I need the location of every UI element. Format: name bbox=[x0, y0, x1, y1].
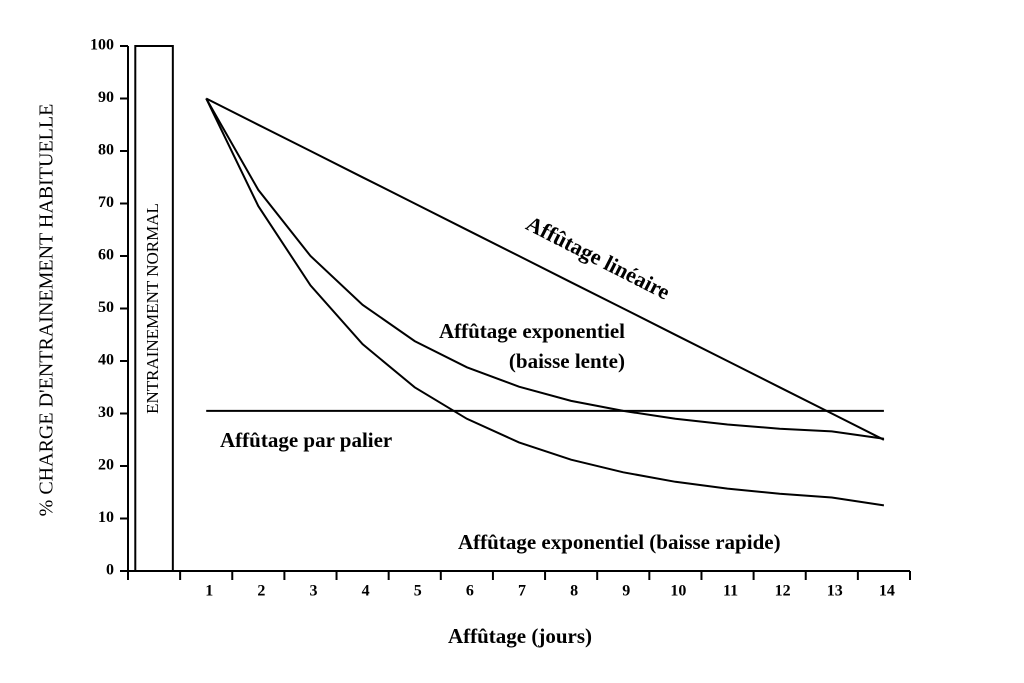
x-axis-title: Affûtage (jours) bbox=[448, 624, 592, 648]
x-tick-label: 1 bbox=[205, 583, 213, 600]
x-tick-label: 12 bbox=[775, 583, 791, 600]
series-label: Affûtage exponentiel (baisse rapide) bbox=[458, 530, 781, 554]
y-tick-label: 0 bbox=[106, 562, 114, 579]
series-label: Affûtage par palier bbox=[220, 428, 393, 452]
series-label: Affûtage exponentiel (baisse lente) bbox=[438, 319, 625, 373]
x-tick-label: 5 bbox=[414, 583, 422, 600]
line bbox=[205, 98, 885, 440]
bar-label: ENTRAINEMENT NORMAL bbox=[143, 203, 162, 414]
x-tick-label: 8 bbox=[570, 583, 578, 600]
x-tick-label: 14 bbox=[879, 583, 895, 600]
x-tick-label: 11 bbox=[723, 583, 738, 600]
line bbox=[205, 98, 885, 507]
y-axis-title: % CHARGE D'ENTRAINEMENT HABITUELLE bbox=[36, 104, 58, 517]
line bbox=[205, 97, 885, 441]
x-tick-label: 6 bbox=[466, 583, 474, 600]
y-tick-label: 10 bbox=[98, 509, 114, 526]
y-tick-label: 40 bbox=[98, 352, 114, 369]
y-tick-label: 60 bbox=[98, 247, 114, 264]
y-tick-label: 30 bbox=[98, 404, 114, 421]
x-tick-label: 9 bbox=[622, 583, 630, 600]
y-tick-label: 50 bbox=[98, 299, 114, 316]
x-tick-label: 10 bbox=[670, 583, 686, 600]
x-tick-label: 7 bbox=[518, 583, 526, 600]
y-tick-label: 20 bbox=[98, 457, 114, 474]
x-tick-label: 4 bbox=[362, 583, 370, 600]
y-tick-label: 100 bbox=[90, 37, 114, 54]
x-tick-label: 3 bbox=[309, 583, 317, 600]
x-tick-label: 2 bbox=[257, 583, 265, 600]
y-tick-label: 80 bbox=[98, 142, 114, 159]
bar bbox=[134, 45, 174, 572]
y-tick-label: 90 bbox=[98, 89, 114, 106]
y-tick-label: 70 bbox=[98, 194, 114, 211]
x-tick-label: 13 bbox=[827, 583, 843, 600]
